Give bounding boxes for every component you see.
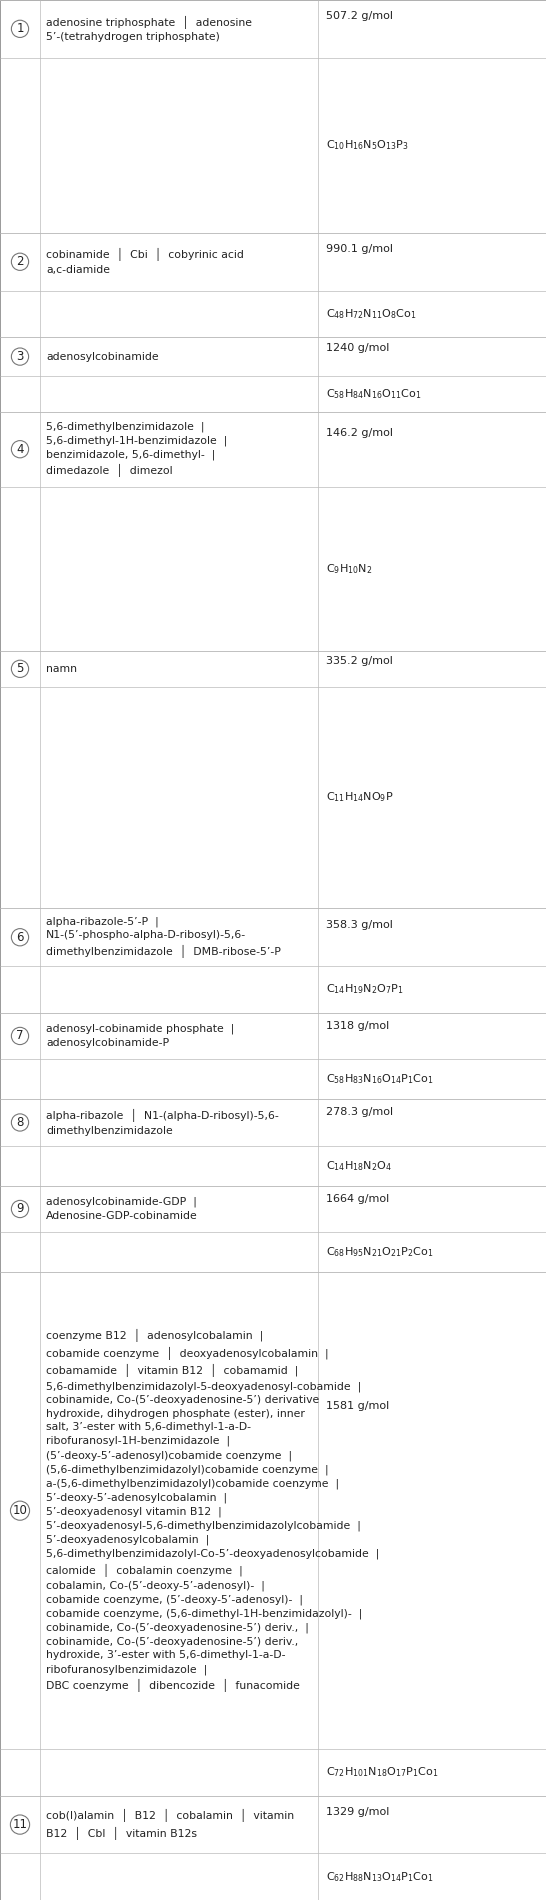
Text: 11: 11	[13, 1818, 27, 1832]
Text: adenosylcobinamide-GDP  |
Adenosine-GDP-cobinamide: adenosylcobinamide-GDP | Adenosine-GDP-c…	[46, 1197, 198, 1222]
Text: C$_{14}$H$_{19}$N$_{2}$O$_{7}$P$_{1}$: C$_{14}$H$_{19}$N$_{2}$O$_{7}$P$_{1}$	[326, 982, 403, 996]
Text: 7: 7	[16, 1030, 23, 1043]
Text: 6: 6	[16, 931, 23, 944]
Text: C$_{48}$H$_{72}$N$_{11}$O$_{8}$Co$_{1}$: C$_{48}$H$_{72}$N$_{11}$O$_{8}$Co$_{1}$	[326, 308, 417, 321]
Text: 507.2 g/mol: 507.2 g/mol	[326, 11, 393, 21]
Text: C$_{10}$H$_{16}$N$_{5}$O$_{13}$P$_{3}$: C$_{10}$H$_{16}$N$_{5}$O$_{13}$P$_{3}$	[326, 139, 408, 152]
Text: coenzyme B12  │  adenosylcobalamin  |
cobamide coenzyme  │  deoxyadenosylcobalam: coenzyme B12 │ adenosylcobalamin | cobam…	[46, 1330, 379, 1693]
Text: 5: 5	[16, 663, 23, 674]
Text: alpha-ribazole-5’-P  |
N1-(5’-phospho-alpha-D-ribosyl)-5,6-
dimethylbenzimidazol: alpha-ribazole-5’-P | N1-(5’-phospho-alp…	[46, 916, 281, 958]
Text: 8: 8	[16, 1115, 23, 1129]
Text: adenosylcobinamide: adenosylcobinamide	[46, 352, 159, 361]
Text: 2: 2	[16, 255, 23, 268]
Text: 146.2 g/mol: 146.2 g/mol	[326, 428, 393, 437]
Text: 1664 g/mol: 1664 g/mol	[326, 1193, 389, 1205]
Text: 1240 g/mol: 1240 g/mol	[326, 344, 389, 353]
Text: 3: 3	[16, 350, 23, 363]
Text: C$_{11}$H$_{14}$NO$_{9}$P: C$_{11}$H$_{14}$NO$_{9}$P	[326, 790, 394, 804]
Text: 1: 1	[16, 23, 23, 36]
Text: 9: 9	[16, 1203, 23, 1216]
Text: C$_{72}$H$_{101}$N$_{18}$O$_{17}$P$_{1}$Co$_{1}$: C$_{72}$H$_{101}$N$_{18}$O$_{17}$P$_{1}$…	[326, 1765, 438, 1778]
Text: 335.2 g/mol: 335.2 g/mol	[326, 656, 393, 667]
Text: adenosyl-cobinamide phosphate  |
adenosylcobinamide-P: adenosyl-cobinamide phosphate | adenosyl…	[46, 1024, 234, 1049]
Text: alpha-ribazole  │  N1-(alpha-D-ribosyl)-5,6-
dimethylbenzimidazole: alpha-ribazole │ N1-(alpha-D-ribosyl)-5,…	[46, 1110, 279, 1136]
Text: cobinamide  │  Cbi  │  cobyrinic acid
a,c-diamide: cobinamide │ Cbi │ cobyrinic acid a,c-di…	[46, 249, 244, 276]
Text: namn: namn	[46, 663, 77, 674]
Text: 990.1 g/mol: 990.1 g/mol	[326, 243, 393, 255]
Text: 4: 4	[16, 443, 23, 456]
Text: 1581 g/mol: 1581 g/mol	[326, 1400, 389, 1412]
Text: C$_{9}$H$_{10}$N$_{2}$: C$_{9}$H$_{10}$N$_{2}$	[326, 562, 372, 576]
Text: C$_{68}$H$_{95}$N$_{21}$O$_{21}$P$_{2}$Co$_{1}$: C$_{68}$H$_{95}$N$_{21}$O$_{21}$P$_{2}$C…	[326, 1244, 434, 1260]
Text: C$_{58}$H$_{84}$N$_{16}$O$_{11}$Co$_{1}$: C$_{58}$H$_{84}$N$_{16}$O$_{11}$Co$_{1}$	[326, 388, 422, 401]
Text: C$_{58}$H$_{83}$N$_{16}$O$_{14}$P$_{1}$Co$_{1}$: C$_{58}$H$_{83}$N$_{16}$O$_{14}$P$_{1}$C…	[326, 1072, 434, 1087]
Text: 5,6-dimethylbenzimidazole  |
5,6-dimethyl-1H-benzimidazole  |
benzimidazole, 5,6: 5,6-dimethylbenzimidazole | 5,6-dimethyl…	[46, 422, 227, 477]
Text: C$_{14}$H$_{18}$N$_{2}$O$_{4}$: C$_{14}$H$_{18}$N$_{2}$O$_{4}$	[326, 1159, 392, 1172]
Text: 10: 10	[13, 1505, 27, 1518]
Text: 1329 g/mol: 1329 g/mol	[326, 1807, 389, 1816]
Text: cob(I)alamin  │  B12  │  cobalamin  │  vitamin
B12  │  Cbl  │  vitamin B12s: cob(I)alamin │ B12 │ cobalamin │ vitamin…	[46, 1809, 294, 1839]
Text: adenosine triphosphate  │  adenosine
5’-(tetrahydrogen triphosphate): adenosine triphosphate │ adenosine 5’-(t…	[46, 15, 252, 42]
Text: 278.3 g/mol: 278.3 g/mol	[326, 1108, 393, 1117]
Text: C$_{62}$H$_{88}$N$_{13}$O$_{14}$P$_{1}$Co$_{1}$: C$_{62}$H$_{88}$N$_{13}$O$_{14}$P$_{1}$C…	[326, 1870, 434, 1883]
Text: 1318 g/mol: 1318 g/mol	[326, 1020, 389, 1030]
Text: 358.3 g/mol: 358.3 g/mol	[326, 920, 393, 929]
